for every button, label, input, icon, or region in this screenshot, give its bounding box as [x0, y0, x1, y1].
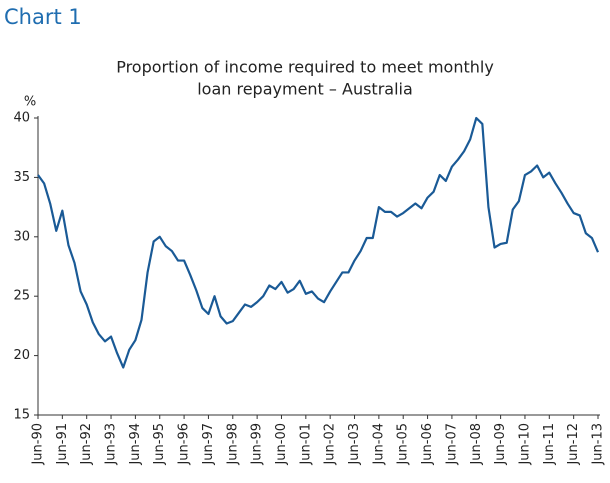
x-tick-label: Jun-01 [298, 423, 313, 466]
x-tick-label: Jun-94 [128, 423, 143, 466]
y-tick-label: 25 [13, 289, 30, 304]
x-tick-label: Jun-00 [274, 423, 289, 466]
data-line [37, 116, 600, 369]
x-tick-label: Jun-99 [250, 423, 265, 466]
y-tick-label: 40 [13, 111, 30, 126]
y-tick-label: 20 [13, 348, 30, 363]
x-tick-label: Jun-93 [104, 423, 119, 466]
x-tick-label: Jun-92 [79, 423, 94, 466]
x-tick-label: Jun-09 [493, 423, 508, 466]
y-unit: % [24, 95, 36, 110]
x-tick-label: Jun-95 [152, 423, 167, 466]
x-tick-label: Jun-06 [420, 423, 435, 466]
x-tick-label: Jun-05 [396, 423, 411, 466]
x-tick-label: Jun-90 [31, 423, 46, 466]
x-tick-label: Jun-96 [177, 423, 192, 466]
y-tick-label: 15 [13, 408, 30, 423]
x-tick-label: Jun-13 [591, 423, 606, 466]
x-tick-label: Jun-04 [371, 423, 386, 466]
x-tick-label: Jun-11 [542, 423, 557, 466]
x-tick-label: Jun-07 [444, 423, 459, 466]
y-tick-label: 35 [13, 170, 30, 185]
x-tick-label: Jun-08 [469, 423, 484, 466]
y-tick-label: 30 [13, 229, 30, 244]
x-tick-label: Jun-03 [347, 423, 362, 466]
x-tick-label: Jun-98 [225, 423, 240, 466]
chart-title: Proportion of income required to meet mo… [116, 58, 494, 77]
x-tick-label: Jun-97 [201, 423, 216, 466]
x-tick-label: Jun-10 [517, 423, 532, 466]
x-tick-label: Jun-02 [323, 423, 338, 466]
chart-title: loan repayment – Australia [197, 80, 413, 99]
x-tick-label: Jun-91 [55, 423, 70, 466]
x-tick-label: Jun-12 [566, 423, 581, 466]
chart-header: Chart 1 [4, 5, 82, 29]
